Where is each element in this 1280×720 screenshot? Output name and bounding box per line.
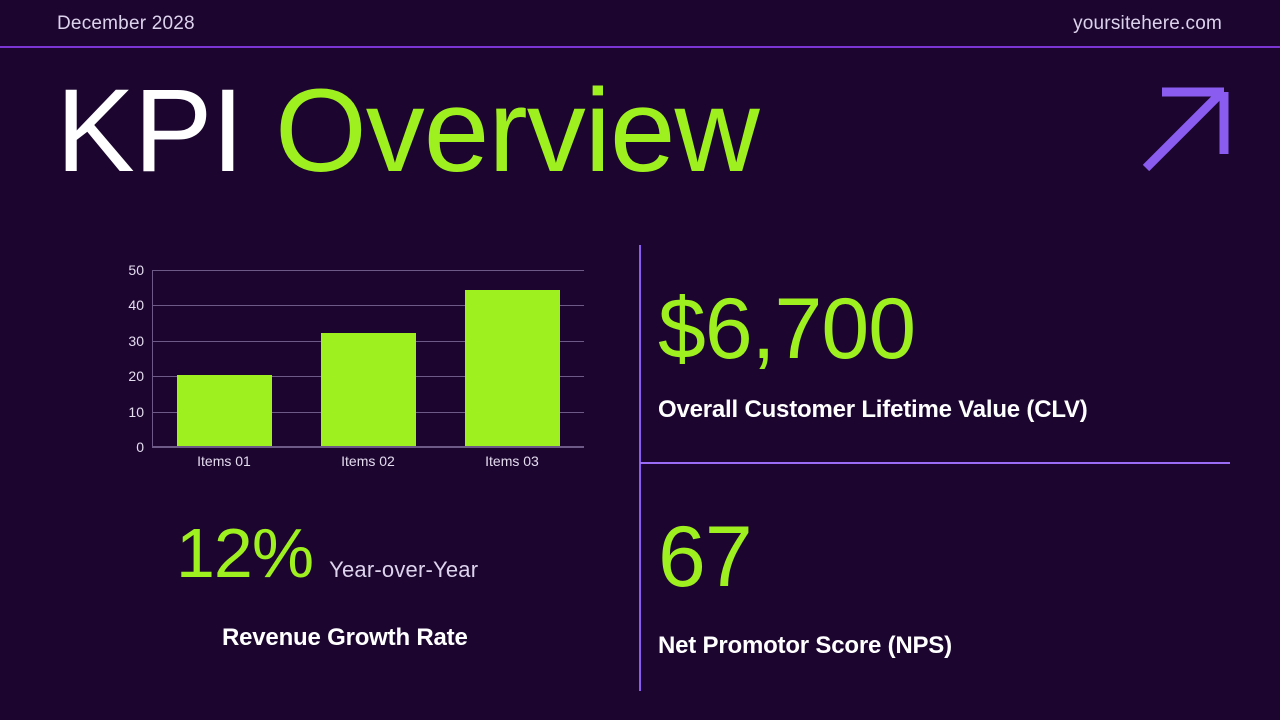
kpi-bar-chart: 50 40 30 20 10 0 Items 01 Items 02 Items 03 (118, 258, 596, 473)
chart-gridline (152, 447, 584, 448)
chart-y-tick-label: 0 (136, 439, 144, 455)
chart-bar (176, 375, 272, 446)
chart-y-tick-label: 10 (128, 403, 144, 420)
chart-bar (464, 290, 560, 446)
chart-x-tick-label: Items 03 (485, 453, 539, 469)
chart-y-tick-label: 20 (128, 368, 144, 385)
header-site-url: yoursitehere.com (1073, 13, 1222, 34)
header-date: December 2028 (57, 13, 195, 34)
chart-y-tick-label: 50 (128, 262, 144, 278)
kpi-card-nps: 67 Net Promotor Score (NPS) (658, 514, 952, 660)
chart-bars (152, 270, 584, 446)
kpi-card-revenue-growth: 12% Year-over-Year Revenue Growth Rate (176, 518, 478, 652)
chart-x-tick-label: Items 01 (197, 453, 251, 469)
kpi-clv-label: Overall Customer Lifetime Value (CLV) (658, 396, 1088, 423)
kpi-nps-label: Net Promotor Score (NPS) (658, 632, 952, 659)
page-title-word-2: Overview (275, 65, 760, 197)
chart-x-tick-labels: Items 01 Items 02 Items 03 (152, 453, 584, 469)
kpi-card-clv: $6,700 Overall Customer Lifetime Value (… (658, 286, 1088, 424)
chart-gridline (152, 305, 584, 307)
kpi-nps-value: 67 (658, 509, 753, 605)
chart-x-tick-label: Items 02 (341, 453, 395, 469)
kpi-growth-row: 12% Year-over-Year (176, 518, 478, 588)
chart-y-axis (152, 270, 153, 447)
page-title: KPI Overview (56, 72, 760, 190)
page-title-word-1: KPI (56, 65, 244, 197)
chart-y-tick-label: 40 (128, 297, 144, 314)
kpi-growth-label: Revenue Growth Rate (222, 624, 468, 651)
kpi-clv-value: $6,700 (658, 281, 916, 377)
chart-x-axis (152, 446, 584, 447)
chart-plot-area: 50 40 30 20 10 0 (128, 262, 584, 455)
chart-bar (320, 332, 416, 446)
arrow-up-right-icon (1140, 82, 1232, 174)
vertical-divider (639, 245, 641, 691)
header-divider (0, 46, 1280, 48)
horizontal-divider (640, 462, 1230, 464)
slide-header: December 2028 yoursitehere.com (0, 0, 1280, 48)
kpi-growth-value: 12% (176, 514, 314, 592)
chart-y-tick-label: 30 (128, 332, 144, 349)
chart-gridline (152, 270, 584, 271)
kpi-growth-period: Year-over-Year (329, 557, 479, 582)
